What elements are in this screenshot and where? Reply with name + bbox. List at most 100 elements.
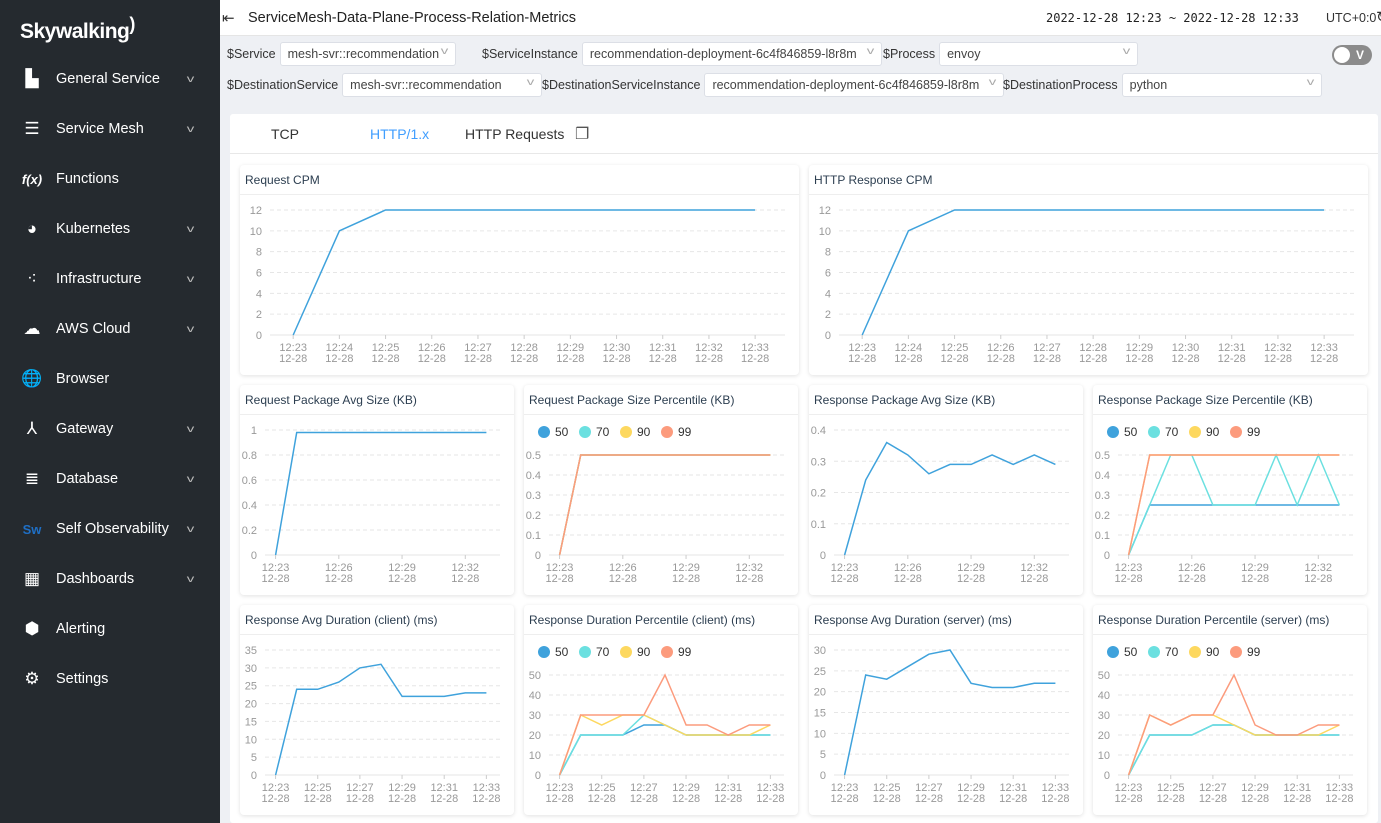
refresh-icon[interactable]: ↻ [1376, 8, 1381, 26]
sidebar-item-infrastructure[interactable]: ⁖ Infrastructure v [0, 259, 220, 299]
x-tick-date: 12-28 [630, 793, 658, 805]
x-tick-label: 12:23 [1115, 782, 1143, 794]
y-tick-label: 0.4 [811, 425, 826, 437]
service-select[interactable]: mesh-svr::recommendation v [279, 42, 456, 66]
y-tick-label: 8 [256, 247, 262, 259]
sidebar-item-label: General Service [56, 71, 160, 87]
sidebar-item-database[interactable]: ≣ Database v [0, 459, 220, 499]
series-line-99 [558, 673, 771, 776]
y-tick-label: 6 [825, 268, 831, 280]
chart-title: Response Avg Duration (server) (ms) [809, 605, 1083, 635]
y-tick-label: 10 [1098, 750, 1110, 762]
y-tick-label: 0.5 [526, 450, 541, 462]
x-tick-date: 12-28 [371, 353, 399, 365]
menu-collapse-icon[interactable]: ⇤ [222, 10, 235, 27]
kubernetes-icon: ◕ [26, 219, 38, 238]
tab-http1x[interactable]: HTTP/1.x [370, 126, 430, 142]
sidebar-item-label: Gateway [56, 421, 114, 437]
legend-label: 99 [1247, 425, 1261, 439]
time-range[interactable]: 2022-12-28 12:23 ~ 2022-12-28 12:33 [1046, 11, 1299, 25]
sidebar-item-general-service[interactable]: ▙ General Service v [0, 59, 220, 99]
x-tick-date: 12-28 [1041, 793, 1069, 805]
chevron-down-icon[interactable]: v [186, 123, 195, 135]
x-tick-date: 12-28 [873, 793, 901, 805]
x-tick-label: 12:29 [388, 562, 416, 574]
destination-process-select[interactable]: python v [1121, 73, 1322, 97]
x-tick-label: 12:33 [1042, 782, 1070, 794]
chart-card: HTTP Response CPM 0 2 4 6 8 10 12 12:23 12-28 12:2… [809, 165, 1368, 375]
x-tick-date: 12-28 [325, 573, 353, 585]
x-tick-date: 12-28 [1079, 353, 1107, 365]
chart-card: Response Package Size Percentile (KB) 0 0.… [1093, 385, 1367, 595]
x-tick-date: 12-28 [262, 573, 290, 585]
x-tick-date: 12-28 [451, 573, 479, 585]
chevron-down-icon[interactable]: v [186, 323, 195, 335]
function-icon: f(x) [21, 171, 43, 187]
sidebar-item-label: Browser [56, 371, 110, 387]
chevron-down-icon: v [866, 46, 875, 57]
y-tick-label: 20 [814, 687, 826, 699]
chart-card: Response Avg Duration (client) (ms) 0 5 10 1… [240, 605, 514, 815]
y-tick-label: 0.3 [811, 456, 826, 468]
copy-icon[interactable]: ❐ [575, 126, 590, 143]
legend-label: 70 [1165, 425, 1179, 439]
x-tick-label: 12:30 [603, 342, 631, 354]
sidebar-item-service-mesh[interactable]: ☰ Service Mesh v [0, 109, 220, 149]
chart-title: Response Package Size Percentile (KB) [1093, 385, 1367, 415]
gateway-icon: ⅄ [26, 419, 38, 438]
destination-service-select[interactable]: mesh-svr::recommendation v [342, 73, 543, 97]
chevron-down-icon[interactable]: v [186, 473, 195, 485]
sidebar-item-kubernetes[interactable]: ◕ Kubernetes v [0, 209, 220, 249]
process-select[interactable]: envoy v [939, 42, 1139, 66]
y-tick-label: 12 [250, 205, 262, 217]
service-instance-select[interactable]: recommendation-deployment-6c4f846859-l8r… [581, 42, 882, 66]
chart-title: Response Avg Duration (client) (ms) [240, 605, 514, 635]
y-tick-label: 15 [814, 708, 826, 720]
line-chart: 0102030405012:2312-2812:2512-2812:2712-2… [529, 645, 785, 805]
mesh-icon: ☰ [24, 119, 40, 138]
sidebar-item-functions[interactable]: f(x) Functions [0, 159, 220, 199]
sidebar-item-alerting[interactable]: ⬢ Alerting [0, 609, 220, 649]
sidebar-item-label: Infrastructure [56, 271, 142, 287]
chevron-down-icon[interactable]: v [186, 423, 195, 435]
tab-tcp[interactable]: TCP [271, 126, 299, 142]
x-tick-label: 12:33 [757, 782, 785, 794]
chevron-down-icon: v [989, 77, 997, 88]
visibility-toggle[interactable]: V [1332, 45, 1372, 65]
chart-title: Request Package Avg Size (KB) [240, 385, 514, 415]
y-tick-label: 0 [535, 550, 541, 562]
chevron-down-icon[interactable]: v [186, 273, 195, 285]
chevron-down-icon[interactable]: v [186, 523, 195, 535]
y-tick-label: 2 [825, 309, 831, 321]
chevron-down-icon[interactable]: v [186, 73, 195, 85]
x-tick-date: 12-28 [588, 793, 616, 805]
chevron-down-icon: v [1306, 77, 1314, 88]
sidebar-item-browser[interactable]: 🌐 Browser [0, 359, 220, 399]
x-tick-date: 12-28 [915, 793, 943, 805]
sidebar-item-self-observability[interactable]: Sw Self Observability v [0, 509, 220, 549]
sidebar-item-settings[interactable]: ⚙ Settings [0, 659, 220, 699]
chevron-down-icon[interactable]: v [186, 573, 195, 585]
sidebar-item-label: Kubernetes [56, 221, 131, 237]
x-tick-label: 12:32 [1264, 342, 1292, 354]
x-tick-date: 12-28 [649, 353, 677, 365]
destination-instance-select[interactable]: recommendation-deployment-6c4f846859-l8r… [704, 73, 1005, 97]
y-tick-label: 12 [819, 205, 831, 217]
x-tick-date: 12-28 [1033, 353, 1061, 365]
sidebar-item-gateway[interactable]: ⅄ Gateway v [0, 409, 220, 449]
x-tick-date: 12-28 [1264, 353, 1292, 365]
line-chart: 00.10.20.30.412:2312-2812:2612-2812:2912… [811, 425, 1069, 585]
x-tick-label: 12:24 [326, 342, 354, 354]
y-tick-label: 30 [245, 663, 257, 675]
series-line-90 [558, 713, 771, 776]
sidebar-item-aws-cloud[interactable]: ☁ AWS Cloud v [0, 309, 220, 349]
sidebar-item-dashboards[interactable]: ▦ Dashboards v [0, 559, 220, 599]
legend-marker-90 [620, 646, 632, 658]
x-tick-date: 12-28 [609, 573, 637, 585]
legend-label: 70 [596, 645, 610, 659]
tab-http-requests[interactable]: HTTP Requests [465, 126, 565, 142]
skywalking-logo[interactable]: Skywalking) [20, 14, 135, 43]
chevron-down-icon[interactable]: v [186, 223, 195, 235]
x-tick-label: 12:29 [672, 562, 700, 574]
x-tick-date: 12-28 [510, 353, 538, 365]
